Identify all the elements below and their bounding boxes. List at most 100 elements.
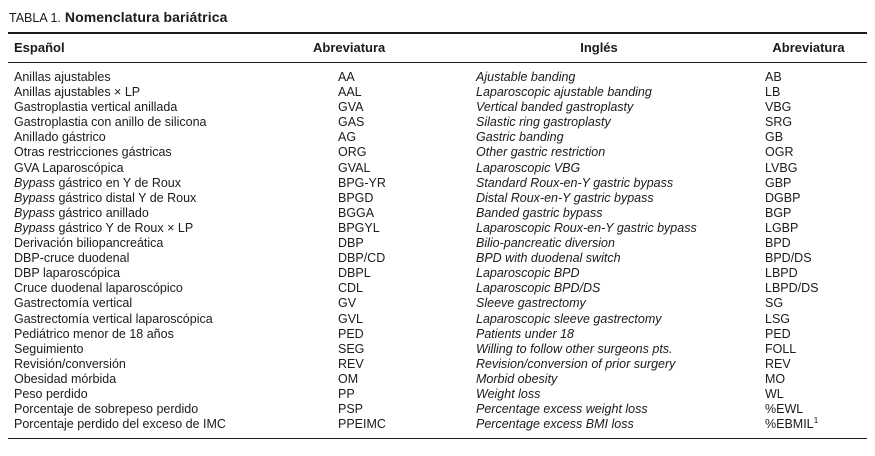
cell-ingles: Willing to follow other surgeons pts. bbox=[476, 341, 673, 356]
table-row: Gastroplastia con anillo de silicona GAS S… bbox=[8, 115, 867, 130]
table-row: Seguimiento SEG Willing to follow other su… bbox=[8, 342, 867, 357]
cell-abreviatura-en: FOLL bbox=[765, 341, 797, 356]
cell-abreviatura-es: GVL bbox=[338, 311, 364, 326]
cell-abreviatura-es: GAS bbox=[338, 115, 365, 130]
cell-espanol: Porcentaje de sobrepeso perdido bbox=[14, 402, 199, 417]
cell-ingles: Distal Roux-en-Y gastric bypass bbox=[476, 190, 654, 205]
table-row: Anillas ajustables × LP AAL Laparoscopic a… bbox=[8, 85, 867, 100]
cell-espanol: Gastrectomía vertical bbox=[14, 296, 133, 311]
table-row: Otras restricciones gástricas ORG Other ga… bbox=[8, 145, 867, 160]
cell-espanol: Porcentaje perdido del exceso de IMC bbox=[14, 417, 226, 432]
cell-ingles: Laparoscopic ajustable banding bbox=[476, 85, 652, 100]
cell-abreviatura-en: VBG bbox=[765, 100, 792, 115]
cell-abreviatura-es: AAL bbox=[338, 85, 362, 100]
cell-espanol: Revisión/conversión bbox=[14, 356, 126, 371]
cell-ingles: Laparoscopic VBG bbox=[476, 160, 581, 175]
cell-espanol: Seguimiento bbox=[14, 341, 84, 356]
cell-espanol: Gastrectomía vertical laparoscópica bbox=[14, 311, 213, 326]
cell-espanol: Gastroplastia con anillo de silicona bbox=[14, 115, 207, 130]
table-row: Gastrectomía vertical GV Sleeve gastrectom… bbox=[8, 296, 867, 311]
cell-espanol: Bypass gástrico Y de Roux × LP bbox=[14, 220, 194, 235]
nomenclature-table: Español Abreviatura Inglés Abreviatura A… bbox=[8, 34, 867, 440]
table-title: TABLA 1. Nomenclatura bariátrica bbox=[8, 6, 867, 34]
cell-ingles: Morbid obesity bbox=[476, 371, 558, 386]
cell-abreviatura-en: LGBP bbox=[765, 220, 799, 235]
table-row: Derivación biliopancreática DBP Bilio-panc… bbox=[8, 236, 867, 251]
table-row: Pediátrico menor de 18 años PED Patients u… bbox=[8, 327, 867, 342]
cell-abreviatura-es: ORG bbox=[338, 145, 367, 160]
cell-abreviatura-en: REV bbox=[765, 356, 791, 371]
column-header-espanol: Español bbox=[8, 34, 308, 63]
cell-espanol: Derivación biliopancreática bbox=[14, 236, 164, 251]
table-row: Bypass gástrico distal Y de Roux BPGD Dist… bbox=[8, 191, 867, 206]
cell-ingles: Percentage excess weight loss bbox=[476, 402, 648, 417]
cell-abreviatura-en: MO bbox=[765, 371, 786, 386]
cell-ingles: Ajustable banding bbox=[476, 70, 576, 84]
table-row: Bypass gástrico en Y de Roux BPG-YR Standa… bbox=[8, 176, 867, 191]
cell-abreviatura-es: PP bbox=[338, 386, 355, 401]
cell-abreviatura-es: GVAL bbox=[338, 160, 371, 175]
cell-ingles: Vertical banded gastroplasty bbox=[476, 100, 634, 115]
cell-abreviatura-es: GV bbox=[338, 296, 357, 311]
table-row: Peso perdido PP Weight loss WL bbox=[8, 387, 867, 402]
cell-ingles: Standard Roux-en-Y gastric bypass bbox=[476, 175, 674, 190]
cell-abreviatura-es: BGGA bbox=[338, 205, 375, 220]
column-header-abreviatura-en: Abreviatura bbox=[750, 34, 867, 63]
cell-abreviatura-es: DBP/CD bbox=[338, 251, 386, 266]
cell-abreviatura-es: AG bbox=[338, 130, 357, 145]
cell-abreviatura-en: LSG bbox=[765, 311, 791, 326]
table-row: Anillas ajustables AA Ajustable banding AB bbox=[8, 63, 867, 86]
cell-abreviatura-en: PED bbox=[765, 326, 791, 341]
table-row: Revisión/conversión REV Revision/conversio… bbox=[8, 357, 867, 372]
cell-espanol: Bypass gástrico distal Y de Roux bbox=[14, 190, 197, 205]
cell-abreviatura-es: BPG-YR bbox=[338, 175, 386, 190]
cell-espanol: Gastroplastia vertical anillada bbox=[14, 100, 178, 115]
cell-espanol: Anillas ajustables bbox=[14, 70, 111, 84]
cell-abreviatura-en: LBPD bbox=[765, 266, 798, 281]
table-row: Obesidad mórbida OM Morbid obesity MO bbox=[8, 372, 867, 387]
cell-ingles: Banded gastric bypass bbox=[476, 205, 603, 220]
cell-abreviatura-es: CDL bbox=[338, 281, 364, 296]
cell-abreviatura-es: GVA bbox=[338, 100, 364, 115]
table-row: GVA Laparoscópica GVAL Laparoscopic VBG LVB… bbox=[8, 161, 867, 176]
cell-abreviatura-en: GB bbox=[765, 130, 784, 145]
cell-ingles: Revision/conversion of prior surgery bbox=[476, 356, 676, 371]
cell-abreviatura-es: DBPL bbox=[338, 266, 371, 281]
cell-ingles: Laparoscopic BPD/DS bbox=[476, 281, 601, 296]
footnote-marker: 1 bbox=[813, 417, 819, 425]
cell-abreviatura-en: AB bbox=[765, 70, 782, 84]
cell-espanol: Anillas ajustables × LP bbox=[14, 85, 141, 100]
cell-abreviatura-es: AA bbox=[338, 70, 355, 84]
cell-abreviatura-en: SRG bbox=[765, 115, 793, 130]
cell-abreviatura-en: %EWL bbox=[765, 402, 804, 417]
cell-abreviatura-en: OGR bbox=[765, 145, 794, 160]
cell-abreviatura-en: DGBP bbox=[765, 190, 801, 205]
cell-abreviatura-es: DBP bbox=[338, 236, 364, 251]
column-header-abreviatura-es: Abreviatura bbox=[308, 34, 448, 63]
cell-espanol: Bypass gástrico anillado bbox=[14, 205, 149, 220]
cell-ingles: BPD with duodenal switch bbox=[476, 251, 621, 266]
table-row: Gastroplastia vertical anillada GVA Vertic… bbox=[8, 100, 867, 115]
cell-abreviatura-es: PSP bbox=[338, 402, 364, 417]
cell-ingles: Gastric banding bbox=[476, 130, 564, 145]
cell-abreviatura-es: SEG bbox=[338, 341, 365, 356]
cell-abreviatura-es: OM bbox=[338, 371, 359, 386]
table-number: TABLA 1. bbox=[9, 11, 61, 25]
cell-abreviatura-en: BGP bbox=[765, 205, 792, 220]
cell-abreviatura-en: SG bbox=[765, 296, 784, 311]
table-row: Bypass gástrico anillado BGGA Banded gastr… bbox=[8, 206, 867, 221]
table-body: Anillas ajustables AA Ajustable banding AB A… bbox=[8, 63, 867, 439]
cell-ingles: Sleeve gastrectomy bbox=[476, 296, 586, 311]
cell-espanol: GVA Laparoscópica bbox=[14, 160, 124, 175]
cell-abreviatura-en: BPD bbox=[765, 236, 791, 251]
header-row: Español Abreviatura Inglés Abreviatura bbox=[8, 34, 867, 63]
cell-espanol: Pediátrico menor de 18 años bbox=[14, 326, 174, 341]
cell-espanol: Bypass gástrico en Y de Roux bbox=[14, 175, 182, 190]
cell-ingles: Other gastric restriction bbox=[476, 145, 606, 160]
cell-abreviatura-en: GBP bbox=[765, 175, 792, 190]
cell-espanol: Obesidad mórbida bbox=[14, 371, 117, 386]
cell-espanol: Anillado gástrico bbox=[14, 130, 106, 145]
cell-ingles: Bilio-pancreatic diversion bbox=[476, 236, 615, 251]
cell-abreviatura-es: PED bbox=[338, 326, 364, 341]
table-row: Gastrectomía vertical laparoscópica GVL La… bbox=[8, 312, 867, 327]
